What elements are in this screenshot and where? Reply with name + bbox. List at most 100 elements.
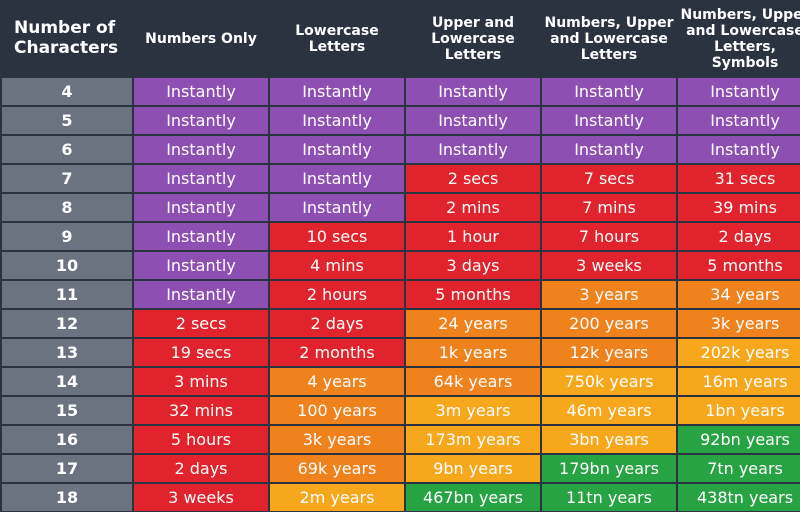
table-cell: Instantly <box>406 107 540 134</box>
header-col-2: Lowercase Letters <box>270 2 404 76</box>
table-cell: 31 secs <box>678 165 800 192</box>
header-line: Characters <box>14 38 119 58</box>
table-row: 11 Instantly 2 hours 5 months 3 years 34 year… <box>2 281 800 308</box>
table-cell: 3 mins <box>134 368 268 395</box>
table-row: 8 Instantly Instantly 2 mins 7 mins 39 mins <box>2 194 800 221</box>
table-cell: 7tn years <box>678 455 800 482</box>
table-cell: 7 hours <box>542 223 676 250</box>
table-row: 12 2 secs 2 days 24 years 200 years 3k years <box>2 310 800 337</box>
row-header-chars: 17 <box>2 455 132 482</box>
header-line: Numbers, Upper <box>680 6 800 23</box>
table-row: 5 Instantly Instantly Instantly Instantly Ins… <box>2 107 800 134</box>
table-row: 6 Instantly Instantly Instantly Instantly Ins… <box>2 136 800 163</box>
header-col-3: Upper and Lowercase Letters <box>406 2 540 76</box>
header-line: Numbers, Upper <box>544 14 674 31</box>
table-cell: Instantly <box>134 281 268 308</box>
table-cell: 2m years <box>270 484 404 511</box>
header-line: Letters <box>580 47 638 64</box>
table-cell: 46m years <box>542 397 676 424</box>
table-row: 10 Instantly 4 mins 3 days 3 weeks 5 months <box>2 252 800 279</box>
header-line: and Lowercase <box>686 22 800 39</box>
header-col-5: Numbers, Upper and Lowercase Letters, Symb… <box>678 2 800 76</box>
table-cell: Instantly <box>542 107 676 134</box>
header-characters: Number of Characters <box>2 2 132 76</box>
header-line: Upper and <box>431 14 515 31</box>
row-header-chars: 13 <box>2 339 132 366</box>
table-row: 15 32 mins 100 years 3m years 46m years 1bn y… <box>2 397 800 424</box>
header-line: Letters <box>444 47 502 64</box>
table-cell: Instantly <box>270 107 404 134</box>
table-cell: 202k years <box>678 339 800 366</box>
table-row: 4 Instantly Instantly Instantly Instantly Ins… <box>2 78 800 105</box>
table-cell: 69k years <box>270 455 404 482</box>
table-body: 4 Instantly Instantly Instantly Instantly Ins… <box>2 78 800 511</box>
table-cell: Instantly <box>406 136 540 163</box>
row-header-chars: 6 <box>2 136 132 163</box>
row-header-chars: 15 <box>2 397 132 424</box>
table-cell: Instantly <box>542 78 676 105</box>
table-cell: 64k years <box>406 368 540 395</box>
header-col-1: Numbers Only <box>134 2 268 76</box>
table-cell: Instantly <box>134 165 268 192</box>
table-row: 16 5 hours 3k years 173m years 3bn years 92bn… <box>2 426 800 453</box>
table-row: 7 Instantly Instantly 2 secs 7 secs 31 secs <box>2 165 800 192</box>
table-cell: 19 secs <box>134 339 268 366</box>
header-line: Lowercase <box>431 30 515 47</box>
table-cell: Instantly <box>406 78 540 105</box>
table-cell: 16m years <box>678 368 800 395</box>
table-cell: 9bn years <box>406 455 540 482</box>
header-col-4: Numbers, Upper and Lowercase Letters <box>542 2 676 76</box>
table-cell: 3 days <box>406 252 540 279</box>
table-cell: 2 days <box>270 310 404 337</box>
table-cell: 2 days <box>678 223 800 250</box>
header-line: Number of <box>14 18 116 39</box>
table-row: 18 3 weeks 2m years 467bn years 11tn years 43… <box>2 484 800 511</box>
row-header-chars: 18 <box>2 484 132 511</box>
table-cell: Instantly <box>134 78 268 105</box>
row-header-chars: 5 <box>2 107 132 134</box>
row-header-chars: 4 <box>2 78 132 105</box>
header-line: and Lowercase <box>550 30 668 47</box>
table-cell: 179bn years <box>542 455 676 482</box>
table-row: 9 Instantly 10 secs 1 hour 7 hours 2 days <box>2 223 800 250</box>
header-line: Lowercase <box>295 22 379 39</box>
table-cell: 438tn years <box>678 484 800 511</box>
table-cell: 750k years <box>542 368 676 395</box>
table-cell: 467bn years <box>406 484 540 511</box>
table-cell: 2 secs <box>134 310 268 337</box>
table-cell: Instantly <box>542 136 676 163</box>
table-row: 13 19 secs 2 months 1k years 12k years 202k y… <box>2 339 800 366</box>
table-row: 17 2 days 69k years 9bn years 179bn years 7tn… <box>2 455 800 482</box>
table-cell: 3k years <box>270 426 404 453</box>
row-header-chars: 12 <box>2 310 132 337</box>
table-cell: 3bn years <box>542 426 676 453</box>
table-cell: 3 years <box>542 281 676 308</box>
table-cell: 10 secs <box>270 223 404 250</box>
table-cell: Instantly <box>678 78 800 105</box>
table-cell: 3 weeks <box>134 484 268 511</box>
table-cell: 12k years <box>542 339 676 366</box>
table-cell: Instantly <box>270 194 404 221</box>
table-cell: 2 hours <box>270 281 404 308</box>
table-cell: 5 hours <box>134 426 268 453</box>
table-cell: 2 mins <box>406 194 540 221</box>
table-cell: 32 mins <box>134 397 268 424</box>
header-line: Numbers Only <box>145 30 257 47</box>
table-cell: Instantly <box>678 107 800 134</box>
table-cell: Instantly <box>134 136 268 163</box>
table-cell: 173m years <box>406 426 540 453</box>
header-line: Letters <box>308 39 366 55</box>
table-cell: 200 years <box>542 310 676 337</box>
row-header-chars: 7 <box>2 165 132 192</box>
table-cell: Instantly <box>134 252 268 279</box>
table-cell: 1k years <box>406 339 540 366</box>
table-cell: 7 mins <box>542 194 676 221</box>
table-cell: 3m years <box>406 397 540 424</box>
header-line: Letters, Symbols <box>711 39 779 72</box>
row-header-chars: 11 <box>2 281 132 308</box>
row-header-chars: 16 <box>2 426 132 453</box>
table-cell: 7 secs <box>542 165 676 192</box>
row-header-chars: 8 <box>2 194 132 221</box>
